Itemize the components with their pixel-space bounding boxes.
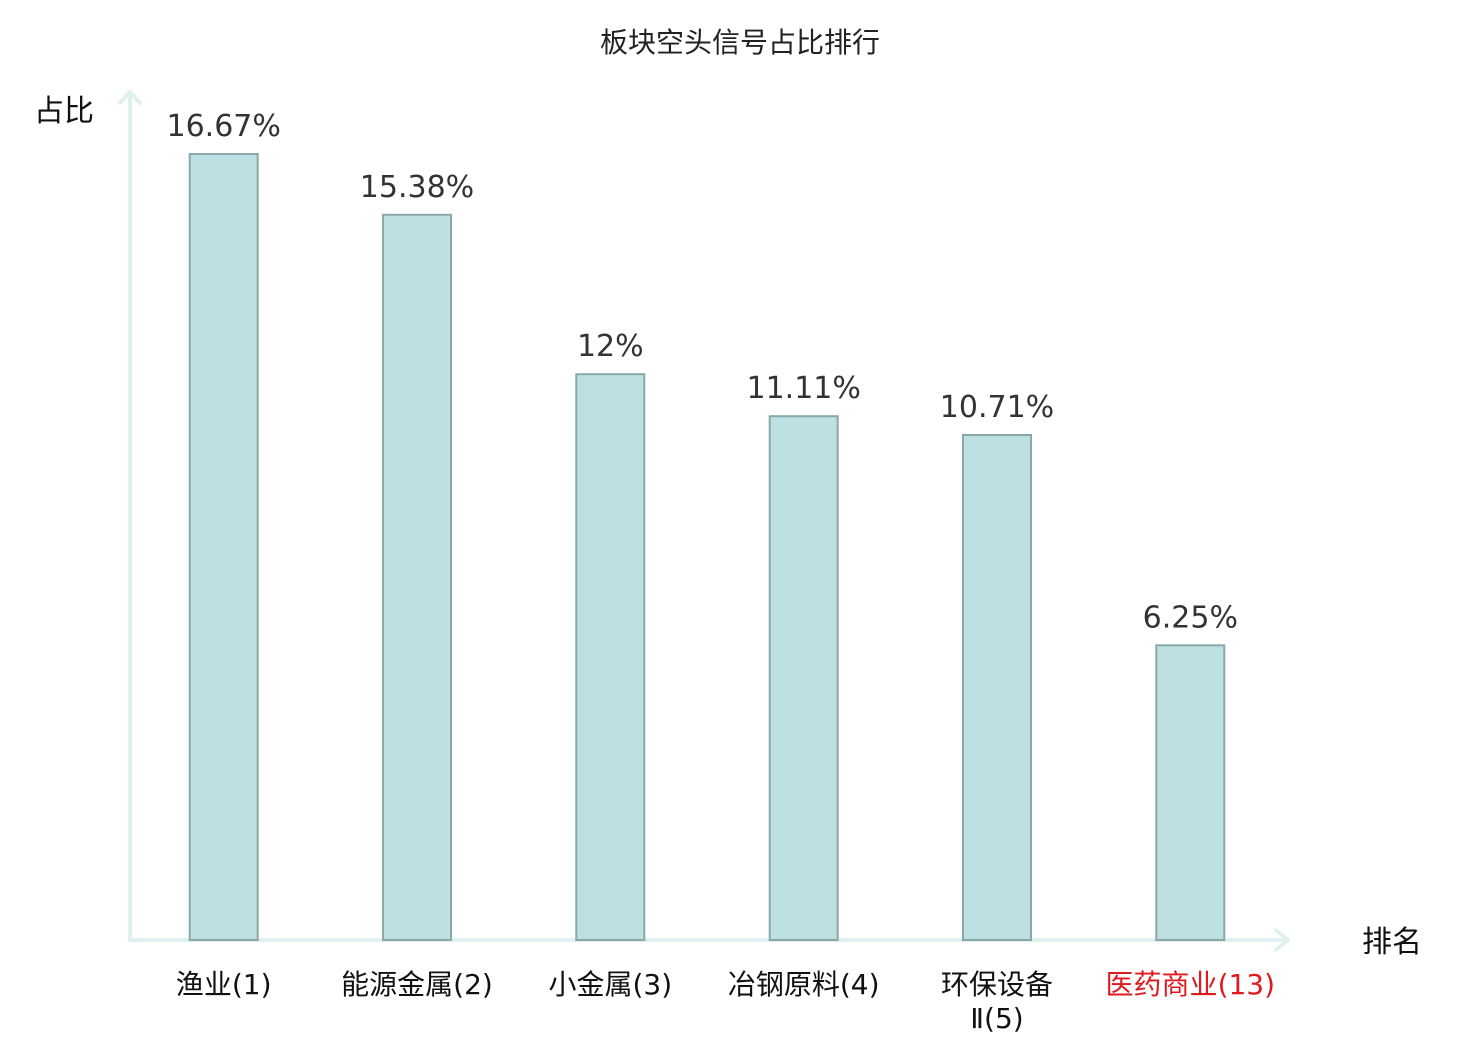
- bar: [1155, 644, 1226, 941]
- tick-label: 环保设备 Ⅱ(5): [941, 968, 1053, 1035]
- x-axis-label: 排名: [1362, 925, 1422, 960]
- category-labels-group: 渔业(1) 能源金属(2) 小金属(3) 冶钢原料(4) 环保设备 Ⅱ(5) 医药商业(13…: [176, 968, 1275, 1035]
- tick-label: 渔业(1): [176, 968, 272, 1001]
- bars-group: [188, 153, 1226, 942]
- tick-label-rank: (3): [632, 968, 672, 1001]
- tick-label: 小金属(3): [548, 968, 672, 1001]
- bar: [768, 415, 839, 941]
- y-axis-label: 占比: [34, 94, 94, 129]
- tick-label-rank: (13): [1218, 968, 1275, 1001]
- tick-label-rank: (1): [232, 968, 272, 1001]
- y-axis-arrow: [118, 90, 142, 105]
- chart-title: 板块空头信号占比排行: [600, 26, 880, 59]
- axes: [118, 90, 1290, 952]
- data-label: 12%: [577, 329, 644, 364]
- bar: [188, 153, 259, 941]
- value-labels-group: 16.67% 15.38% 12% 11.11% 10.71% 6.25%: [167, 109, 1238, 635]
- bar: [575, 373, 646, 941]
- tick-label-name: 环保设备: [941, 968, 1053, 1001]
- tick-label: 冶钢原料(4): [728, 968, 880, 1001]
- x-axis-arrow: [1274, 928, 1290, 952]
- tick-label-name: 冶钢原料: [728, 968, 840, 1001]
- tick-label-name: 小金属: [548, 968, 632, 1001]
- data-label: 15.38%: [360, 170, 474, 205]
- tick-label: 能源金属(2): [341, 968, 493, 1001]
- tick-label-name: 医药商业: [1106, 968, 1218, 1001]
- tick-label-rank: Ⅱ(5): [970, 1002, 1023, 1035]
- bar: [962, 434, 1032, 941]
- data-label: 6.25%: [1143, 600, 1238, 635]
- tick-label-name: 能源金属: [341, 968, 453, 1001]
- tick-label-rank: (2): [453, 968, 493, 1001]
- data-label: 11.11%: [747, 371, 861, 406]
- tick-label: 医药商业(13): [1106, 968, 1276, 1001]
- data-label: 16.67%: [167, 109, 281, 144]
- tick-label-name: 渔业: [176, 968, 232, 1001]
- tick-label-rank: (4): [840, 968, 880, 1001]
- data-label: 10.71%: [940, 390, 1054, 425]
- bar: [382, 213, 452, 942]
